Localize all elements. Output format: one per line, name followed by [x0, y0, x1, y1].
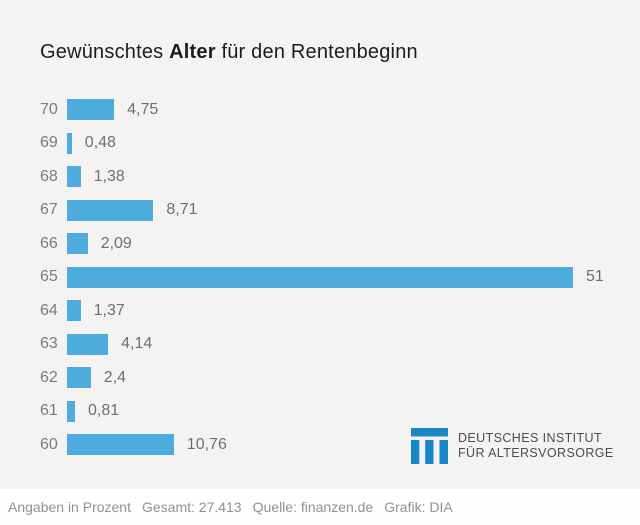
- age-tick-label: 68: [40, 167, 58, 185]
- bar-row: 63 4,14: [40, 333, 620, 355]
- dia-logo-line2: FÜR ALTERSVORSORGE: [458, 446, 614, 460]
- dia-logo-line1: DEUTSCHES INSTITUT: [458, 430, 603, 445]
- footer: Angaben in Prozent Gesamt: 27.413 Quelle: …: [0, 489, 640, 525]
- bar-row: 69 0,48: [40, 132, 620, 154]
- title-prefix: Gewünschtes: [40, 41, 170, 63]
- value-label: 2,09: [100, 234, 132, 252]
- title-emphasis: Alter: [169, 41, 216, 63]
- bar-row: 67 8,71: [40, 199, 620, 221]
- bar: [67, 367, 91, 388]
- age-tick-label: 70: [40, 100, 58, 118]
- age-tick-label: 60: [40, 435, 58, 453]
- bar-rows: 70 4,75 69 0,48 68 1,38 67 8,71 66 2,09 65 51 64 1,37…: [40, 99, 620, 455]
- bar: [67, 266, 573, 288]
- value-label: 4,75: [127, 100, 159, 118]
- value-label: 1,37: [93, 301, 125, 319]
- bar-row: 64 1,37: [40, 300, 620, 321]
- bar: [67, 199, 154, 221]
- dia-logo-text: DEUTSCHES INSTITUT FÜR ALTERSVORSORGE: [458, 431, 614, 462]
- age-tick-label: 64: [40, 301, 58, 319]
- title-suffix: für den Rentenbeginn: [215, 41, 418, 63]
- age-tick-label: 62: [40, 368, 58, 386]
- value-label: 0,48: [84, 134, 116, 151]
- age-tick-label: 63: [40, 335, 58, 352]
- age-tick-label: 66: [40, 234, 58, 252]
- footer-note: Grafik: DIA: [384, 499, 453, 515]
- bar: [67, 333, 109, 355]
- dia-columns-icon: [411, 428, 448, 464]
- bar: [67, 99, 115, 120]
- chart-title: Gewünschtes Alter für den Rentenbeginn: [40, 41, 418, 64]
- value-label: 10,76: [186, 435, 227, 453]
- value-label: 2,4: [103, 368, 127, 386]
- age-tick-label: 61: [40, 402, 58, 419]
- footer-note: Quelle: finanzen.de: [252, 499, 374, 515]
- value-label: 1,38: [93, 167, 125, 185]
- age-tick-label: 65: [40, 268, 58, 285]
- bar: [67, 166, 81, 187]
- age-tick-label: 67: [40, 201, 58, 218]
- chart-area: Gewünschtes Alter für den Rentenbeginn 7…: [40, 41, 620, 464]
- footer-note: Angaben in Prozent: [8, 499, 131, 515]
- bar-row: 68 1,38: [40, 166, 620, 187]
- age-tick-label: 69: [40, 134, 58, 151]
- bar: [67, 434, 174, 455]
- value-label: 51: [586, 268, 604, 285]
- value-label: 4,14: [121, 335, 153, 352]
- dia-logo: DEUTSCHES INSTITUT FÜR ALTERSVORSORGE: [411, 428, 614, 464]
- bar-row: 66 2,09: [40, 233, 620, 254]
- bar-row: 65 51: [40, 266, 620, 288]
- bar: [67, 233, 88, 254]
- bar: [67, 132, 72, 154]
- bar-row: 61 0,81: [40, 400, 620, 422]
- bar-row: 62 2,4: [40, 367, 620, 388]
- bar-row: 60 10,76: [40, 434, 620, 455]
- bar-row: 70 4,75: [40, 99, 620, 120]
- bar: [67, 300, 81, 321]
- value-label: 8,71: [166, 201, 198, 218]
- bar: [67, 400, 75, 422]
- footer-note: Gesamt: 27.413: [141, 499, 242, 515]
- value-label: 0,81: [88, 402, 120, 419]
